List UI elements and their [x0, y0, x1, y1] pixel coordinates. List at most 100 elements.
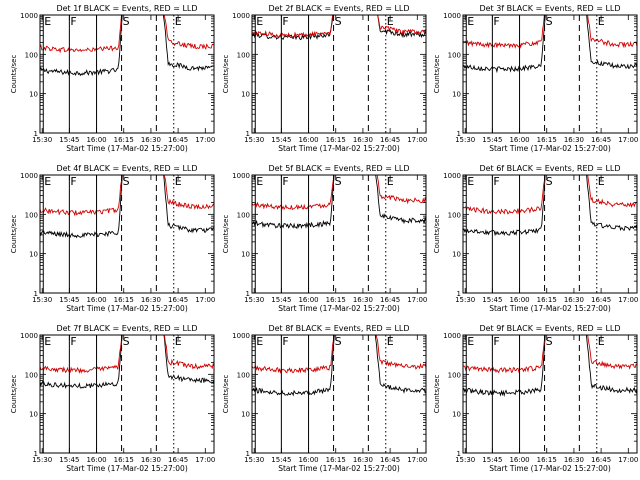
x-tick-label: 16:30	[564, 296, 584, 304]
marker-label: S	[546, 335, 553, 348]
marker-label: E	[44, 335, 51, 348]
y-tick-label: 100	[25, 211, 38, 219]
x-tick-label: 16:30	[141, 456, 161, 464]
marker-label: E	[175, 335, 182, 348]
chart-title: Det 2f BLACK = Events, RED = LLD	[268, 4, 409, 13]
y-tick-label: 100	[237, 51, 250, 59]
x-tick-label: 15:30	[455, 136, 475, 144]
marker-label: E	[175, 175, 182, 188]
marker-label: E	[467, 335, 474, 348]
x-tick-label: 16:45	[591, 296, 611, 304]
chart-title: Det 5f BLACK = Events, RED = LLD	[268, 164, 409, 173]
chart-title: Det 3f BLACK = Events, RED = LLD	[479, 4, 620, 13]
y-tick-label: 10	[241, 251, 250, 259]
y-tick-label: 1	[457, 130, 461, 138]
x-tick-label: 15:30	[455, 296, 475, 304]
x-tick-label: 15:30	[244, 136, 264, 144]
marker-label: S	[546, 15, 553, 28]
chart-panel-1: Det 1f BLACK = Events, RED = LLD E F S E 1 10 1…	[10, 4, 215, 153]
y-tick-label: 100	[25, 371, 38, 379]
y-tick-label: 1	[246, 290, 250, 298]
marker-label: E	[387, 175, 394, 188]
marker-label: S	[335, 335, 342, 348]
y-axis-label: Counts/sec	[10, 215, 18, 254]
y-tick-label: 10	[29, 251, 38, 259]
plot-frame	[462, 174, 638, 294]
marker-label: S	[335, 175, 342, 188]
x-tick-label: 17:00	[195, 296, 215, 304]
y-axis-label: Counts/sec	[222, 215, 230, 254]
y-axis-label: Counts/sec	[222, 55, 230, 94]
marker-label: E	[256, 175, 263, 188]
chart-panel-4: Det 4f BLACK = Events, RED = LLD E F S E 1 10 1…	[10, 164, 215, 313]
plot-frame	[39, 14, 215, 134]
y-axis-label: Counts/sec	[10, 375, 18, 414]
plot-frame	[462, 334, 638, 454]
marker-label: E	[598, 335, 605, 348]
y-tick-label: 1	[34, 290, 38, 298]
y-axis-label: Counts/sec	[222, 375, 230, 414]
y-tick-label: 1000	[20, 332, 38, 340]
y-tick-label: 100	[448, 51, 461, 59]
plot-frame	[39, 334, 215, 454]
y-tick-label: 1	[457, 290, 461, 298]
x-tick-label: 16:00	[298, 456, 318, 464]
y-tick-label: 1000	[443, 332, 461, 340]
chart-title: Det 8f BLACK = Events, RED = LLD	[268, 324, 409, 333]
chart-title: Det 1f BLACK = Events, RED = LLD	[56, 4, 197, 13]
x-tick-label: 16:45	[168, 296, 188, 304]
x-tick-label: 15:30	[32, 136, 52, 144]
y-tick-label: 1	[246, 130, 250, 138]
x-tick-label: 15:45	[271, 136, 291, 144]
x-tick-label: 16:30	[564, 456, 584, 464]
x-axis-label: Start Time (17-Mar-02 15:27:00)	[489, 144, 611, 153]
marker-label: F	[282, 15, 288, 28]
plot-frame	[462, 14, 638, 134]
marker-label: E	[598, 175, 605, 188]
marker-label: S	[123, 335, 130, 348]
x-tick-label: 16:15	[114, 136, 134, 144]
x-axis-label: Start Time (17-Mar-02 15:27:00)	[66, 144, 188, 153]
chart-title: Det 7f BLACK = Events, RED = LLD	[56, 324, 197, 333]
y-tick-label: 100	[237, 211, 250, 219]
y-tick-label: 1000	[232, 172, 250, 180]
x-tick-label: 17:00	[618, 296, 638, 304]
x-tick-label: 16:45	[168, 136, 188, 144]
y-axis-label: Counts/sec	[433, 215, 441, 254]
y-tick-label: 100	[448, 371, 461, 379]
y-axis-label: Counts/sec	[433, 375, 441, 414]
x-tick-label: 17:00	[618, 456, 638, 464]
marker-label: F	[70, 335, 76, 348]
y-tick-label: 10	[29, 91, 38, 99]
x-tick-label: 16:00	[86, 136, 106, 144]
x-tick-label: 15:30	[32, 456, 52, 464]
x-tick-label: 16:30	[353, 296, 373, 304]
marker-label: F	[493, 335, 499, 348]
marker-label: E	[387, 15, 394, 28]
marker-label: E	[44, 175, 51, 188]
x-axis-label: Start Time (17-Mar-02 15:27:00)	[489, 464, 611, 473]
marker-label: E	[467, 15, 474, 28]
x-tick-label: 16:15	[537, 456, 557, 464]
x-tick-label: 15:30	[244, 296, 264, 304]
x-tick-label: 15:45	[59, 136, 79, 144]
x-tick-label: 16:00	[298, 136, 318, 144]
x-tick-label: 16:45	[591, 456, 611, 464]
x-tick-label: 15:45	[482, 456, 502, 464]
x-axis-label: Start Time (17-Mar-02 15:27:00)	[66, 304, 188, 313]
x-tick-label: 16:45	[168, 456, 188, 464]
y-tick-label: 10	[241, 411, 250, 419]
y-axis-label: Counts/sec	[10, 55, 18, 94]
x-tick-label: 16:00	[509, 456, 529, 464]
marker-label: S	[546, 175, 553, 188]
marker-label: E	[387, 335, 394, 348]
y-tick-label: 1	[246, 450, 250, 458]
x-tick-label: 16:15	[326, 456, 346, 464]
x-tick-label: 16:00	[509, 136, 529, 144]
y-tick-label: 100	[25, 51, 38, 59]
y-tick-label: 100	[448, 211, 461, 219]
y-tick-label: 1000	[443, 12, 461, 20]
x-tick-label: 15:45	[482, 136, 502, 144]
x-axis-label: Start Time (17-Mar-02 15:27:00)	[278, 464, 400, 473]
y-tick-label: 1000	[232, 12, 250, 20]
